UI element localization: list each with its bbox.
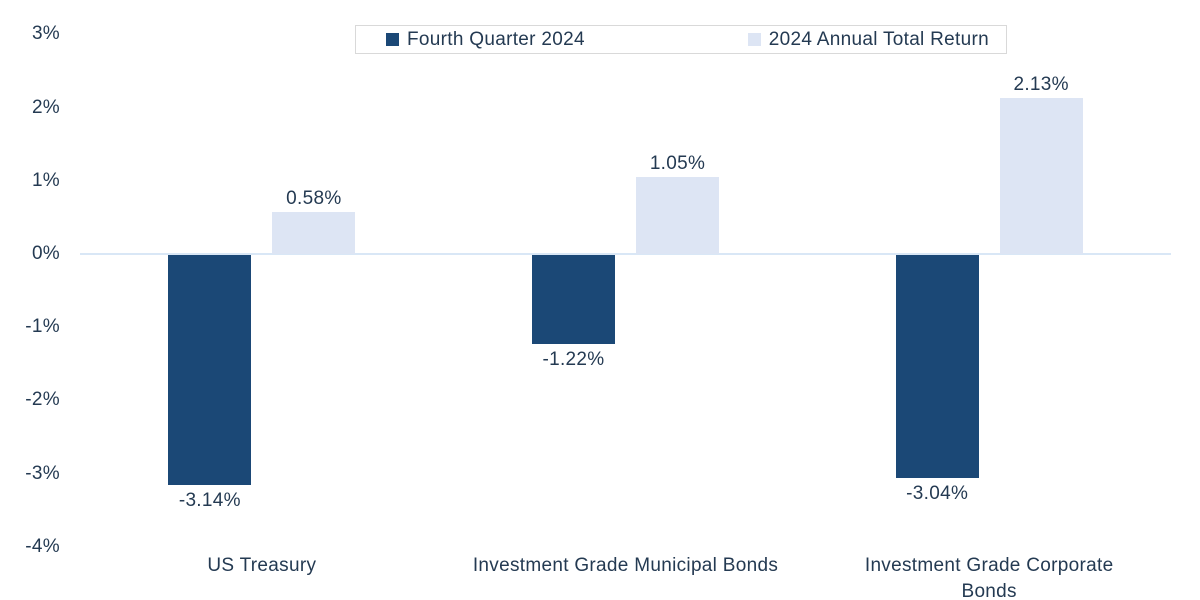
y-axis-tick-label: -4% [25, 535, 60, 557]
bar-value-label: 0.58% [286, 187, 342, 209]
category-label: Investment Grade Municipal Bonds [472, 555, 779, 576]
bar-value-label: 1.05% [649, 153, 706, 175]
legend-item-label: 2024 Annual Total Return [768, 28, 989, 50]
y-axis-tick-label: 0% [31, 243, 60, 264]
legend-swatch-icon [386, 33, 399, 46]
y-axis-tick-label: -2% [25, 389, 60, 411]
zero-gridline [80, 253, 1171, 255]
y-axis-tick-label: 2% [31, 96, 60, 118]
legend-item-label: Fourth Quarter 2024 [407, 28, 585, 50]
legend-item: 2024 Annual Total Return [747, 28, 989, 51]
bar-value-label: 2.13% [1013, 74, 1069, 96]
bar [999, 98, 1083, 254]
y-axis-tick-label: 3% [31, 23, 60, 45]
y-axis-tick-label: -1% [25, 316, 60, 338]
y-axis-tick-label: -3% [25, 462, 60, 484]
legend: Fourth Quarter 2024 2024 Annual Total Ret… [355, 25, 1007, 54]
bar-value-label: -1.22% [542, 349, 605, 371]
bar [272, 211, 356, 254]
bar [168, 255, 252, 485]
category-label: Investment Grade Corporate Bonds [864, 555, 1114, 600]
category-label: US Treasury [207, 555, 317, 576]
legend-item: Fourth Quarter 2024 [386, 29, 585, 51]
y-axis-tick-label: 1% [31, 169, 60, 191]
bar-value-label: -3.14% [178, 489, 241, 511]
bar-value-label: -3.04% [906, 482, 969, 504]
bar [895, 255, 979, 478]
legend-swatch-icon [747, 33, 761, 46]
bar [636, 177, 719, 254]
bar [532, 255, 615, 345]
